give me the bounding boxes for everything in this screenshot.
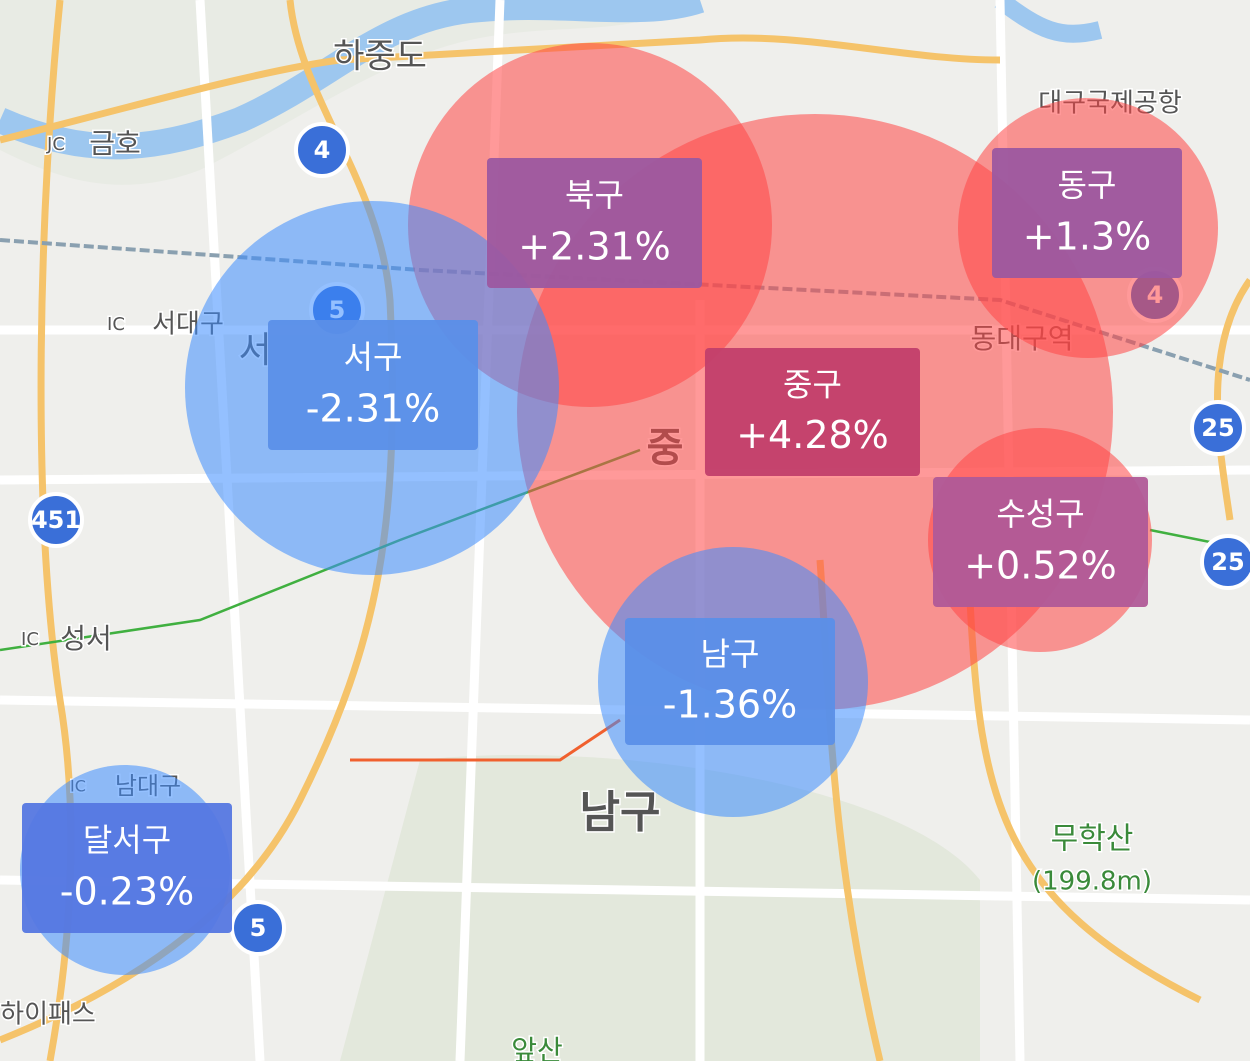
- map-label: IC: [21, 629, 39, 650]
- map-label: (199.8m): [1032, 867, 1152, 897]
- terrain: [0, 0, 1103, 1061]
- route-number: 25: [1211, 548, 1244, 576]
- marker-box: [705, 348, 920, 476]
- district-name: 수성구: [996, 495, 1084, 533]
- district-change: -1.36%: [663, 682, 797, 726]
- district-change: -0.23%: [60, 870, 194, 914]
- map-label: 무학산: [1051, 822, 1134, 857]
- marker-box: [487, 158, 702, 288]
- marker-box: [625, 618, 835, 745]
- map-label: 하중도: [333, 37, 427, 77]
- district-change: +0.52%: [964, 544, 1117, 588]
- route-number: 4: [314, 136, 331, 164]
- map-label: IC: [107, 314, 125, 335]
- district-marker[interactable]: 서구 -2.31%: [268, 320, 478, 450]
- district-marker[interactable]: 북구 +2.31%: [487, 158, 702, 288]
- map-label: JC: [46, 134, 65, 155]
- district-marker[interactable]: 남구 -1.36%: [625, 618, 835, 745]
- marker-box: [268, 320, 478, 450]
- map-label: 남구: [580, 787, 661, 838]
- district-name: 달서구: [83, 821, 171, 859]
- route-number: 5: [250, 914, 267, 942]
- district-marker[interactable]: 수성구 +0.52%: [933, 477, 1148, 607]
- district-marker[interactable]: 달서구 -0.23%: [22, 803, 232, 933]
- district-markers: 중구 +4.28% 북구 +2.31% 동구 +1.3% 수성구 +0.52% 서구 -2.31%…: [22, 148, 1182, 933]
- route-shield: [294, 122, 350, 178]
- map-label: 성서: [60, 622, 112, 655]
- map-label: 금호: [89, 127, 141, 160]
- district-change: +2.31%: [518, 225, 671, 269]
- district-change: +4.28%: [736, 413, 889, 457]
- district-marker[interactable]: 중구 +4.28%: [705, 348, 920, 476]
- route-number: 451: [31, 506, 81, 534]
- map-label: 하이패스: [0, 1000, 96, 1030]
- map-label: 앞산: [511, 1034, 563, 1061]
- route-shield: [1190, 400, 1246, 456]
- district-marker[interactable]: 동구 +1.3%: [992, 148, 1182, 278]
- district-change: +1.3%: [1023, 215, 1151, 259]
- route-shield: [28, 492, 84, 548]
- marker-box: [933, 477, 1148, 607]
- district-name: 중구: [783, 365, 842, 403]
- marker-box: [992, 148, 1182, 278]
- district-name: 북구: [565, 176, 624, 214]
- route-shield: [1200, 534, 1250, 590]
- route-number: 25: [1201, 414, 1234, 442]
- district-name: 남구: [701, 635, 760, 673]
- district-name: 동구: [1058, 166, 1117, 204]
- district-change: -2.31%: [306, 387, 440, 431]
- district-name: 서구: [344, 338, 403, 376]
- marker-box: [22, 803, 232, 933]
